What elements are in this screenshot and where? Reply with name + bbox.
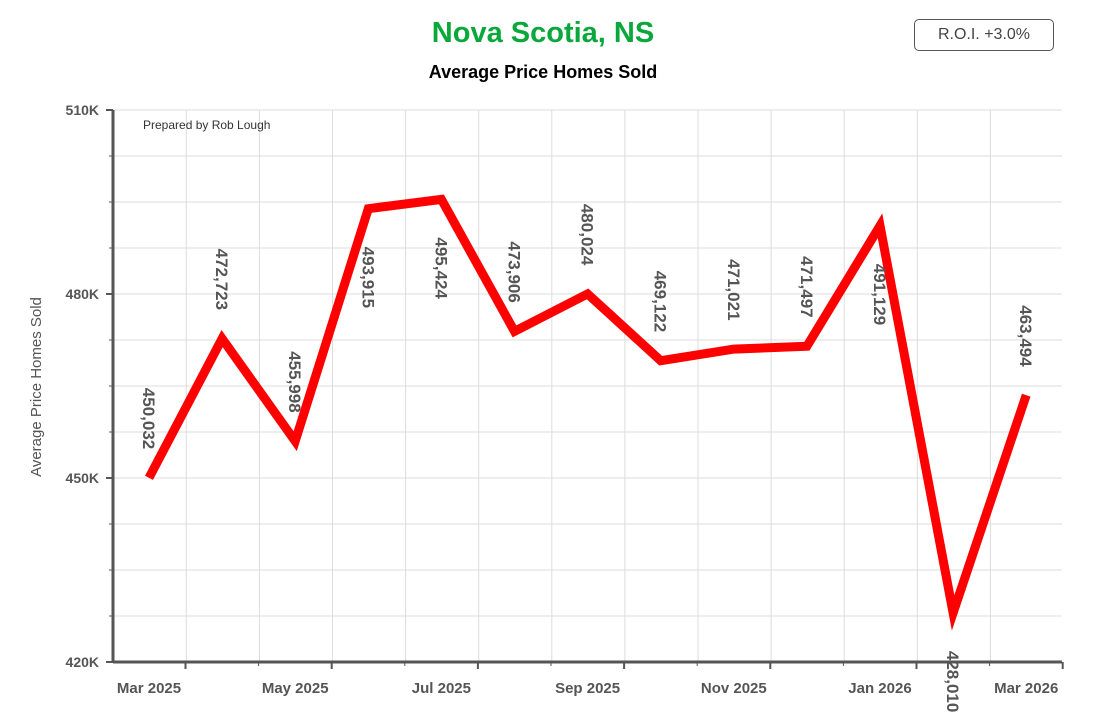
- prepared-by-note: Prepared by Rob Lough: [143, 118, 270, 132]
- y-tick-label: 480K: [66, 286, 99, 302]
- y-tick-label: 420K: [66, 654, 99, 670]
- x-tick-label: Mar 2026: [994, 680, 1058, 697]
- x-tick-label: Jan 2026: [848, 680, 911, 697]
- chart-title: Nova Scotia, NS: [432, 17, 654, 49]
- data-label: 480,024: [578, 204, 597, 266]
- series-average-price: [145, 194, 1031, 631]
- data-label: 495,424: [431, 237, 450, 299]
- data-labels: 450,032 472,723 455,998 493,915 495,424 473,9…: [139, 204, 1035, 712]
- data-label: 469,122: [651, 271, 670, 332]
- data-label: 463,494: [1016, 305, 1035, 367]
- x-tick-label: May 2025: [262, 680, 329, 697]
- data-label: 471,497: [797, 256, 816, 317]
- data-label: 473,906: [505, 241, 524, 302]
- axes: 420K 450K 480K 510K Mar 2025 May 2025 Jul 2025…: [66, 102, 1064, 697]
- y-axis-title: Average Price Homes Sold: [28, 297, 45, 477]
- data-label: 472,723: [212, 249, 231, 310]
- data-label: 493,915: [358, 247, 377, 308]
- x-tick-label: Jul 2025: [412, 680, 471, 697]
- data-label: 450,032: [139, 388, 158, 449]
- x-tick-label: Mar 2025: [117, 680, 181, 697]
- roi-badge: R.O.I. +3.0%: [914, 19, 1054, 51]
- y-tick-label: 510K: [66, 102, 99, 118]
- chart-subtitle: Average Price Homes Sold: [429, 62, 657, 82]
- y-tick-label: 450K: [66, 470, 99, 486]
- x-tick-label: Nov 2025: [701, 680, 767, 697]
- data-label: 491,129: [870, 264, 889, 325]
- x-tick-label: Sep 2025: [555, 680, 620, 697]
- data-label: 471,021: [724, 259, 743, 320]
- roi-label: R.O.I. +3.0%: [937, 26, 1031, 43]
- data-label: 455,998: [285, 351, 304, 412]
- data-label: 428,010: [943, 651, 962, 712]
